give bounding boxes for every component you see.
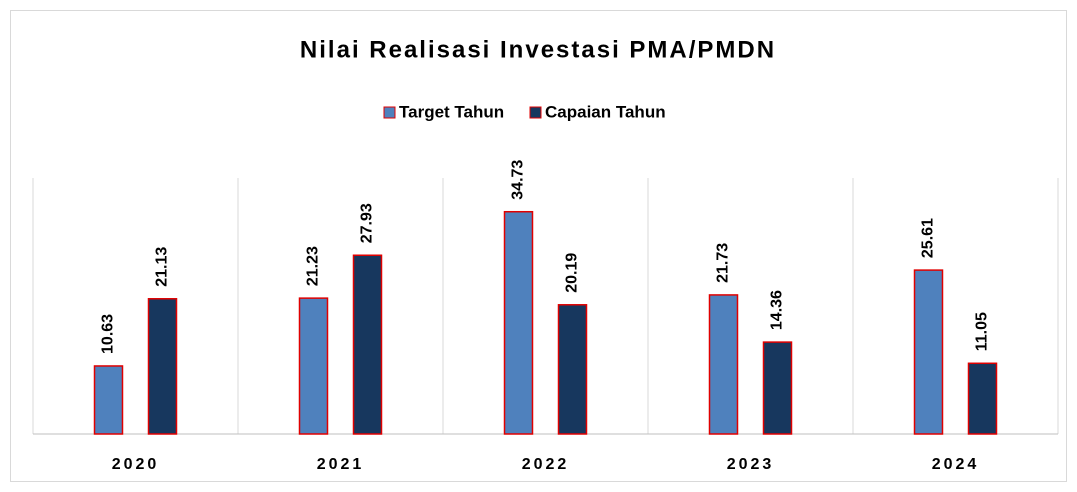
- chart-border: [10, 10, 1067, 482]
- x-tick-label: 2020: [112, 456, 160, 473]
- bar: [557, 304, 588, 435]
- legend-label: Capaian Tahun: [545, 102, 666, 121]
- chart-title: Nilai Realisasi Investasi PMA/PMDN: [300, 36, 776, 63]
- data-label: 27.93: [359, 203, 376, 243]
- bar: [708, 294, 739, 435]
- bar: [147, 298, 178, 435]
- bar: [503, 210, 534, 435]
- legend-swatch: [383, 106, 396, 119]
- data-label: 20.19: [564, 253, 581, 293]
- data-label: 34.73: [510, 160, 527, 200]
- bar: [352, 254, 383, 435]
- bar: [298, 297, 329, 435]
- legend-label: Target Tahun: [399, 102, 504, 121]
- bar: [762, 341, 793, 435]
- data-label: 21.73: [715, 243, 732, 283]
- data-label: 21.13: [154, 247, 171, 287]
- data-label: 25.61: [920, 218, 937, 258]
- x-tick-label: 2024: [932, 456, 980, 473]
- data-label: 10.63: [100, 314, 117, 354]
- bar: [93, 365, 124, 435]
- x-tick-label: 2021: [317, 456, 365, 473]
- bar: [913, 269, 944, 435]
- data-label: 11.05: [974, 312, 991, 351]
- legend-swatch: [529, 106, 542, 119]
- data-label: 14.36: [769, 290, 786, 330]
- x-tick-label: 2022: [522, 456, 570, 473]
- bar: [967, 362, 998, 435]
- data-label: 21.23: [305, 246, 322, 286]
- x-tick-label: 2023: [727, 456, 775, 473]
